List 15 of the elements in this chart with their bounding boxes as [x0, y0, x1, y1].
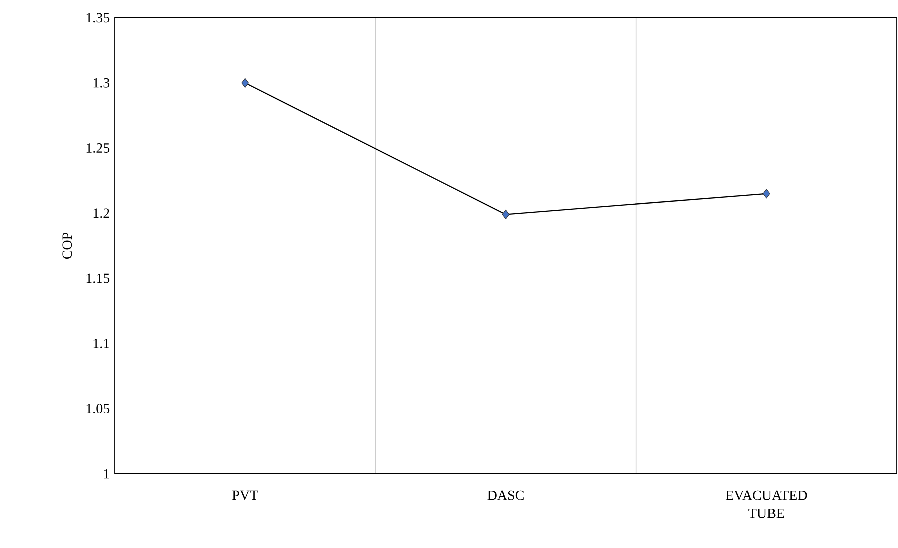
y-tick-label: 1.15 [86, 274, 110, 284]
y-tick-label: 1.05 [86, 404, 110, 414]
point [763, 189, 770, 199]
y-tick-label: 1.35 [86, 13, 110, 23]
x-tick-label: DASC [488, 490, 524, 500]
y-tick-label: 1.3 [94, 78, 110, 88]
y-tick-label: 1.25 [86, 144, 110, 154]
point [502, 210, 510, 220]
y-tick-label: 1 [104, 469, 110, 479]
y-tick-label: 1.1 [94, 338, 110, 348]
y-axis-title: COP [62, 232, 72, 260]
point [242, 78, 250, 88]
y-tick-label: 1.2 [94, 208, 110, 218]
x-tick-label: EVACUATED TUBE [726, 490, 808, 518]
x-tick-label: PVT [232, 490, 258, 500]
